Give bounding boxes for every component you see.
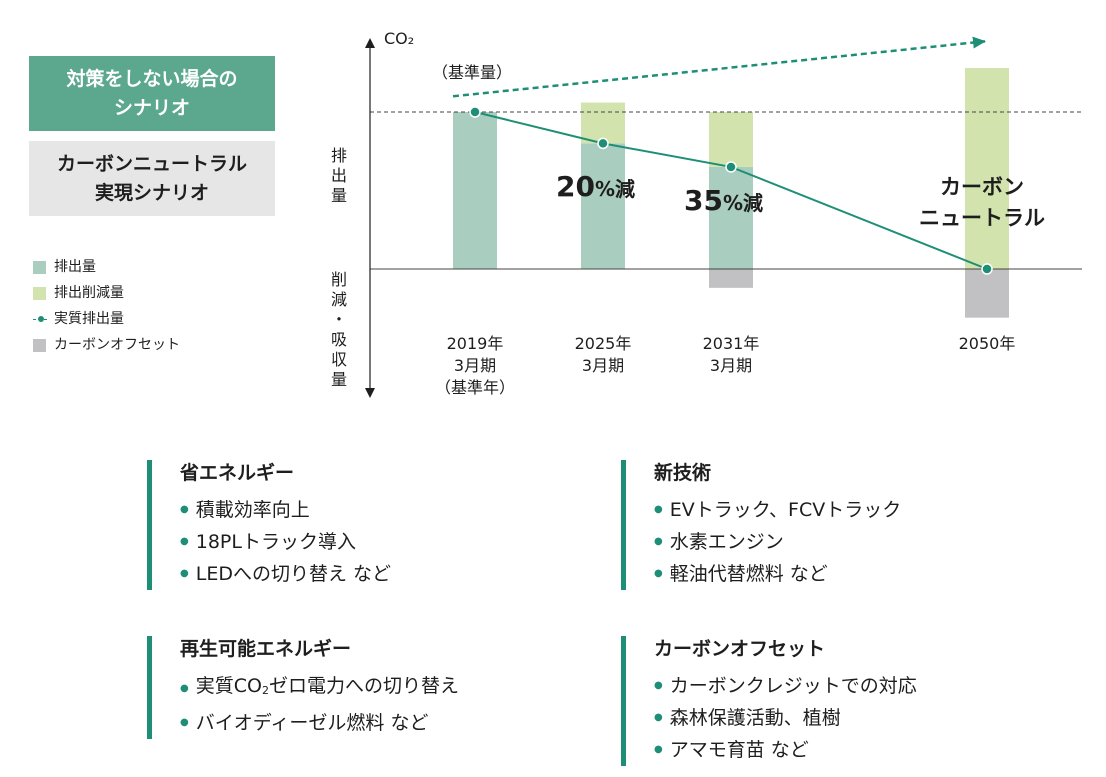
legend-actual: 実質排出量 [33,310,124,328]
legend-offset-label: カーボンオフセット [54,337,180,353]
axis-upper-char: 量 [330,186,347,205]
baseline-label: （基準量） [432,63,513,82]
tick-2019-line1: 2019年 [446,334,504,353]
bar-emission-2019 [453,112,497,269]
renewable-item1-post: ゼロ電力への切り替え [268,675,459,697]
section-renewable-title: 再生可能エネルギー [180,638,352,660]
list-item: 18PLトラック導入 [180,526,391,558]
tick-label-2019: 2019年 3月期 （基準年） [415,333,535,399]
scenario-no-measure-box: 対策をしない場合の シナリオ [29,56,275,131]
tick-2031-line1: 2031年 [702,334,760,353]
carbon-neutral-line1: カーボン [940,175,1024,199]
tick-label-2031: 2031年 3月期 [671,333,791,377]
axis-lower-label: 削 減 ・ 吸 収 量 [330,270,348,390]
legend-reduction-label: 排出削減量 [54,285,124,301]
bar-reduction-2050 [965,68,1009,269]
section-energy-saving-title: 省エネルギー [180,462,295,484]
no-measure-trend-arrow [452,36,986,98]
list-item: バイオディーゼル燃料 など [180,707,459,739]
list-item: カーボンクレジットでの対応 [654,670,917,702]
axis-lower-char: 量 [330,370,347,389]
list-item: 水素エンジン [654,526,901,558]
bar-reduction-2031 [709,112,753,167]
axis-lower-char: 吸 [330,330,347,349]
list-item: EVトラック、FCVトラック [654,494,902,526]
axis-upper-char: 排 [330,146,347,165]
section-offset: カーボンオフセット カーボンクレジットでの対応 森林保護活動、植樹 アマモ育苗 … [621,636,917,766]
legend-emission-label: 排出量 [54,259,96,275]
section-energy-saving: 省エネルギー 積載効率向上 18PLトラック導入 LEDへの切り替え など [147,460,391,590]
bar-emission-2031 [709,166,753,269]
legend-emission: 排出量 [33,258,96,276]
legend-emission-swatch [33,260,46,274]
tick-2025-line1: 2025年 [574,334,632,353]
emissions-chart [365,36,1082,398]
section-offset-title: カーボンオフセット [654,638,826,660]
legend-actual-label: 実質排出量 [54,311,124,327]
list-item: 実質CO2ゼロ電力への切り替え [180,670,459,707]
reduction-35-number: 35 [684,184,723,217]
scenario-cn-line1: カーボンニュートラル [56,152,247,175]
legend-reduction: 排出削減量 [33,284,124,302]
renewable-item1-sub: 2 [261,684,269,697]
bar-reduction-2025 [581,102,625,144]
legend-actual-marker [33,313,47,326]
legend-offset-swatch [33,338,46,352]
reduction-20-unit: %減 [594,177,636,201]
section-renewable: 再生可能エネルギー 実質CO2ゼロ電力への切り替え バイオディーゼル燃料 など [147,636,459,739]
reduction-20-annotation: 20%減 [556,170,635,203]
carbon-neutral-line2: ニュートラル [919,206,1045,230]
bar-emission-2025 [581,143,625,269]
scenario-no-measure-line1: 対策をしない場合の [66,67,238,90]
section-new-tech: 新技術 EVトラック、FCVトラック 水素エンジン 軽油代替燃料 など [621,460,901,590]
axis-upper-label: 排 出 量 [330,146,348,206]
scenario-carbon-neutral-box: カーボンニュートラル 実現シナリオ [29,141,275,216]
actual-emission-point-2025 [597,137,609,150]
axis-lower-char: ・ [330,310,347,329]
tick-2031-line2: 3月期 [709,356,753,375]
tick-label-2025: 2025年 3月期 [543,333,663,377]
axis-lower-char: 減 [330,290,347,309]
legend-offset: カーボンオフセット [33,336,180,354]
tick-2050-line1: 2050年 [958,334,1016,353]
co2-axis-label: CO₂ [384,29,415,48]
tick-label-2050: 2050年 [927,333,1047,355]
axis-lower-char: 削 [330,270,347,289]
list-item: 積載効率向上 [180,494,391,526]
reduction-35-unit: %減 [722,191,764,215]
actual-emission-point-2019 [469,106,481,118]
list-item: 軽油代替燃料 など [654,558,901,590]
list-item: アマモ育苗 など [654,734,917,766]
axis-upper-char: 出 [330,166,347,185]
bar-offset-2050 [965,269,1009,318]
carbon-neutral-label: カーボン ニュートラル [912,172,1052,234]
list-item: 森林保護活動、植樹 [654,702,917,734]
actual-emission-point-2031 [725,161,737,173]
tick-2025-line2: 3月期 [581,356,625,375]
bar-offset-2031 [709,269,753,288]
section-new-tech-title: 新技術 [654,462,712,484]
list-item: LEDへの切り替え など [180,558,391,590]
tick-2019-line2: 3月期 [453,356,497,375]
tick-2019-line3: （基準年） [434,378,515,397]
scenario-no-measure-line2: シナリオ [113,96,190,119]
reduction-35-annotation: 35%減 [684,184,763,217]
reduction-20-number: 20 [556,170,595,203]
legend-reduction-swatch [33,286,46,300]
renewable-item1-pre: 実質CO [195,675,262,697]
scenario-cn-line2: 実現シナリオ [94,181,209,204]
actual-emission-point-2050 [981,263,993,275]
actual-emission-line [474,111,988,270]
axis-lower-char: 収 [330,350,347,369]
